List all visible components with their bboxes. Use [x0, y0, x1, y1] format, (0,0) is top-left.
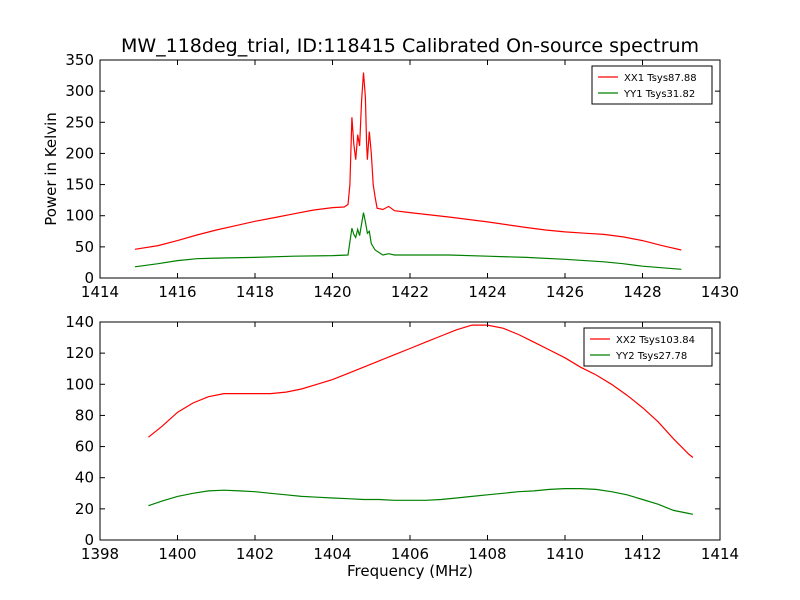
legend-box — [583, 327, 713, 367]
legend: XX1 Tsys87.88 YY1 Tsys31.82 — [591, 65, 713, 105]
x-tick-label: 1420 — [313, 283, 351, 301]
y-tick-label: 50 — [75, 238, 94, 256]
y-tick-label: 20 — [75, 500, 94, 518]
legend-label: YY1 Tsys31.82 — [623, 89, 695, 100]
x-tick-label: 1414 — [81, 283, 119, 301]
series-line-1-1 — [134, 72, 682, 251]
y-tick-label: 200 — [65, 144, 94, 162]
y-tick-label: 150 — [65, 176, 94, 194]
legend: XX2 Tsys103.84 YY2 Tsys27.78 — [583, 327, 713, 367]
y-tick-label: 250 — [65, 113, 94, 131]
top-plot: 1414 1416 1418 1420 1422 1424 1426 1428 1430 0 50 1… — [42, 51, 739, 301]
y-tick-label: 0 — [84, 269, 94, 287]
y-tick-label: 0 — [84, 531, 94, 549]
y-tick-label: 350 — [65, 51, 94, 69]
series-line-2-1 — [148, 324, 694, 458]
y-tick-label: 60 — [75, 438, 94, 456]
x-tick-label: 1406 — [391, 545, 429, 563]
x-tick-label: 1398 — [81, 545, 119, 563]
x-tick-label: 1408 — [468, 545, 506, 563]
x-tick-label: 1412 — [623, 545, 661, 563]
y-tick-label: 120 — [65, 344, 94, 362]
series-line-2-2 — [148, 488, 694, 515]
x-tick-label: 1416 — [158, 283, 196, 301]
x-tick-label: 1404 — [313, 545, 351, 563]
x-tick-label: 1422 — [391, 283, 429, 301]
x-tick-label: 1414 — [701, 545, 739, 563]
x-tick-label: 1400 — [158, 545, 196, 563]
x-tick-label: 1424 — [468, 283, 506, 301]
legend-label: XX2 Tsys103.84 — [616, 335, 695, 346]
x-tick-label: 1418 — [236, 283, 274, 301]
y-tick-label: 100 — [65, 375, 94, 393]
y-tick-label: 140 — [65, 313, 94, 331]
x-tick-label: 1402 — [236, 545, 274, 563]
y-tick-label: 300 — [65, 82, 94, 100]
y-tick-label: 100 — [65, 207, 94, 225]
legend-label: YY2 Tsys27.78 — [615, 351, 687, 362]
y-tick-label: 80 — [75, 406, 94, 424]
x-tick-label: 1426 — [546, 283, 584, 301]
legend-label: XX1 Tsys87.88 — [624, 73, 697, 84]
x-axis-label: Frequency (MHz) — [347, 562, 473, 580]
chart-title: MW_118deg_trial, ID:118415 Calibrated On… — [121, 35, 699, 57]
y-tick-label: 40 — [75, 469, 94, 487]
y-axis-label: Power in Kelvin — [42, 112, 60, 226]
series-line-1-2 — [134, 212, 682, 270]
legend-box — [591, 65, 713, 105]
bottom-plot: 1398 1400 1402 1404 1406 1408 1410 1412 1414 0 20 4… — [65, 313, 739, 580]
x-tick-label: 1410 — [546, 545, 584, 563]
x-tick-label: 1430 — [701, 283, 739, 301]
x-tick-label: 1428 — [623, 283, 661, 301]
